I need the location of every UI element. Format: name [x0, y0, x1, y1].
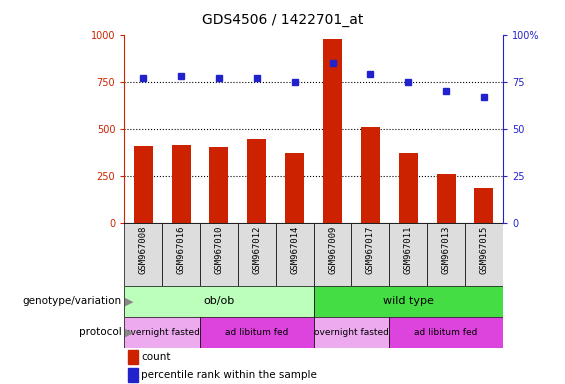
Text: overnight fasted: overnight fasted — [125, 328, 199, 337]
Bar — [200, 223, 238, 286]
Text: GDS4506 / 1422701_at: GDS4506 / 1422701_at — [202, 13, 363, 27]
Bar — [247, 139, 266, 223]
Text: GSM967009: GSM967009 — [328, 226, 337, 274]
Bar — [465, 223, 503, 286]
Bar — [162, 223, 200, 286]
Bar — [238, 223, 276, 286]
Bar — [361, 127, 380, 223]
Text: ▶: ▶ — [125, 296, 134, 306]
Text: wild type: wild type — [383, 296, 434, 306]
Text: protocol: protocol — [79, 327, 121, 337]
Text: GSM967014: GSM967014 — [290, 226, 299, 274]
Text: GSM967013: GSM967013 — [442, 226, 450, 274]
Text: ad libitum fed: ad libitum fed — [414, 328, 478, 337]
Bar — [200, 317, 314, 348]
Text: ob/ob: ob/ob — [203, 296, 234, 306]
Bar — [285, 153, 304, 223]
Bar — [399, 153, 418, 223]
Bar — [172, 145, 190, 223]
Bar — [437, 174, 455, 223]
Text: ▶: ▶ — [125, 327, 134, 337]
Text: GSM967015: GSM967015 — [480, 226, 488, 274]
Bar — [276, 223, 314, 286]
Bar — [124, 286, 314, 317]
Text: genotype/variation: genotype/variation — [23, 296, 121, 306]
Text: percentile rank within the sample: percentile rank within the sample — [141, 370, 317, 380]
Bar — [134, 146, 153, 223]
Bar — [128, 350, 137, 364]
Text: GSM967012: GSM967012 — [253, 226, 261, 274]
Text: ad libitum fed: ad libitum fed — [225, 328, 289, 337]
Text: overnight fasted: overnight fasted — [314, 328, 389, 337]
Bar — [427, 223, 465, 286]
Text: GSM967008: GSM967008 — [139, 226, 147, 274]
Bar — [124, 223, 162, 286]
Bar — [314, 317, 389, 348]
Bar — [314, 286, 503, 317]
Bar — [128, 368, 137, 382]
Bar — [124, 317, 200, 348]
Bar — [351, 223, 389, 286]
Bar — [314, 223, 351, 286]
Text: GSM967011: GSM967011 — [404, 226, 412, 274]
Bar — [389, 317, 503, 348]
Text: GSM967010: GSM967010 — [215, 226, 223, 274]
Bar — [210, 147, 228, 223]
Text: count: count — [141, 352, 171, 362]
Bar — [475, 188, 493, 223]
Text: GSM967017: GSM967017 — [366, 226, 375, 274]
Bar — [323, 39, 342, 223]
Text: GSM967016: GSM967016 — [177, 226, 185, 274]
Bar — [389, 223, 427, 286]
